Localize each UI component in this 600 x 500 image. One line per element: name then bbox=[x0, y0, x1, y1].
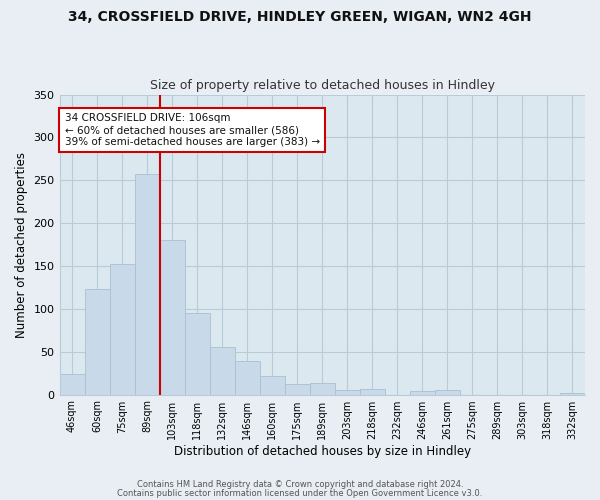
Bar bbox=[160, 240, 185, 394]
Bar bbox=[410, 391, 435, 394]
Title: Size of property relative to detached houses in Hindley: Size of property relative to detached ho… bbox=[150, 79, 495, 92]
Bar bbox=[59, 374, 85, 394]
Text: Contains public sector information licensed under the Open Government Licence v3: Contains public sector information licen… bbox=[118, 488, 482, 498]
Bar bbox=[435, 390, 460, 394]
X-axis label: Distribution of detached houses by size in Hindley: Distribution of detached houses by size … bbox=[174, 444, 471, 458]
Bar bbox=[85, 289, 110, 395]
Bar bbox=[235, 361, 260, 394]
Bar bbox=[260, 376, 285, 394]
Bar bbox=[209, 348, 235, 395]
Text: Contains HM Land Registry data © Crown copyright and database right 2024.: Contains HM Land Registry data © Crown c… bbox=[137, 480, 463, 489]
Bar bbox=[134, 174, 160, 394]
Text: 34 CROSSFIELD DRIVE: 106sqm
← 60% of detached houses are smaller (586)
39% of se: 34 CROSSFIELD DRIVE: 106sqm ← 60% of det… bbox=[65, 114, 320, 146]
Bar bbox=[110, 264, 134, 394]
Bar bbox=[185, 313, 209, 394]
Bar bbox=[560, 393, 585, 394]
Bar bbox=[285, 384, 310, 394]
Bar bbox=[310, 384, 335, 394]
Y-axis label: Number of detached properties: Number of detached properties bbox=[15, 152, 28, 338]
Text: 34, CROSSFIELD DRIVE, HINDLEY GREEN, WIGAN, WN2 4GH: 34, CROSSFIELD DRIVE, HINDLEY GREEN, WIG… bbox=[68, 10, 532, 24]
Bar bbox=[360, 390, 385, 394]
Bar bbox=[335, 390, 360, 394]
